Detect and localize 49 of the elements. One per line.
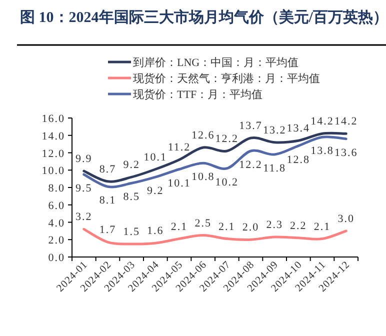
chart-title: 图 10：2024年国际三大市场月均气价（美元/百万英热） xyxy=(20,8,386,26)
data-label: 10.8 xyxy=(191,171,215,184)
data-label: 12.8 xyxy=(286,154,310,166)
data-label: 8.5 xyxy=(123,191,140,204)
data-label: 14.2 xyxy=(334,116,358,128)
data-label: 10.1 xyxy=(168,177,191,190)
y-tick-label: 2.0 xyxy=(48,234,65,247)
data-label: 2.1 xyxy=(170,220,188,233)
data-label: 3.0 xyxy=(338,212,354,225)
data-label: 3.2 xyxy=(76,211,92,224)
data-label: 13.7 xyxy=(239,120,262,132)
y-tick-label: 16.0 xyxy=(42,113,65,125)
data-label: 13.2 xyxy=(262,124,286,136)
data-label: 12.2 xyxy=(215,133,239,146)
legend-label: 到岸价：LNG：中国：月：平均值 xyxy=(133,56,299,69)
y-tick-label: 0.0 xyxy=(48,252,65,264)
data-label: 12.6 xyxy=(191,130,215,142)
data-label: 13.4 xyxy=(286,122,310,135)
data-label: 2.2 xyxy=(290,220,307,232)
data-label: 8.1 xyxy=(99,194,116,207)
data-label: 1.7 xyxy=(99,224,116,236)
data-label: 9.2 xyxy=(123,159,140,172)
y-tick-label: 6.0 xyxy=(48,200,65,212)
data-label: 13.6 xyxy=(334,146,358,159)
y-tick-label: 4.0 xyxy=(48,217,65,230)
data-label: 1.5 xyxy=(123,226,140,238)
data-label: 2.0 xyxy=(242,222,260,234)
data-label: 8.7 xyxy=(99,163,116,176)
data-label: 2.1 xyxy=(314,220,331,233)
data-label: 10.2 xyxy=(215,176,239,188)
y-tick-label: 12.0 xyxy=(42,148,65,160)
y-tick-label: 14.0 xyxy=(42,130,65,142)
data-label: 11.2 xyxy=(168,142,191,154)
data-label: 9.9 xyxy=(76,152,92,165)
data-label: 2.3 xyxy=(266,219,283,232)
data-label: 1.6 xyxy=(147,225,164,238)
data-label: 2.5 xyxy=(194,217,212,230)
data-label: 11.8 xyxy=(263,162,286,174)
legend-label: 现货价：TTF：月：平均值 xyxy=(133,89,263,101)
data-label: 13.8 xyxy=(310,145,334,158)
data-label: 9.5 xyxy=(76,182,92,194)
data-label: 12.2 xyxy=(239,159,262,172)
data-label: 2.1 xyxy=(218,220,236,233)
data-label: 10.1 xyxy=(144,151,168,164)
data-label: 14.2 xyxy=(310,116,334,128)
y-tick-label: 10.0 xyxy=(42,165,65,178)
legend-label: 现货价：天然气：亨利港：月：平均值 xyxy=(133,72,320,85)
y-tick-label: 8.0 xyxy=(48,182,65,194)
data-label: 9.2 xyxy=(147,185,164,198)
